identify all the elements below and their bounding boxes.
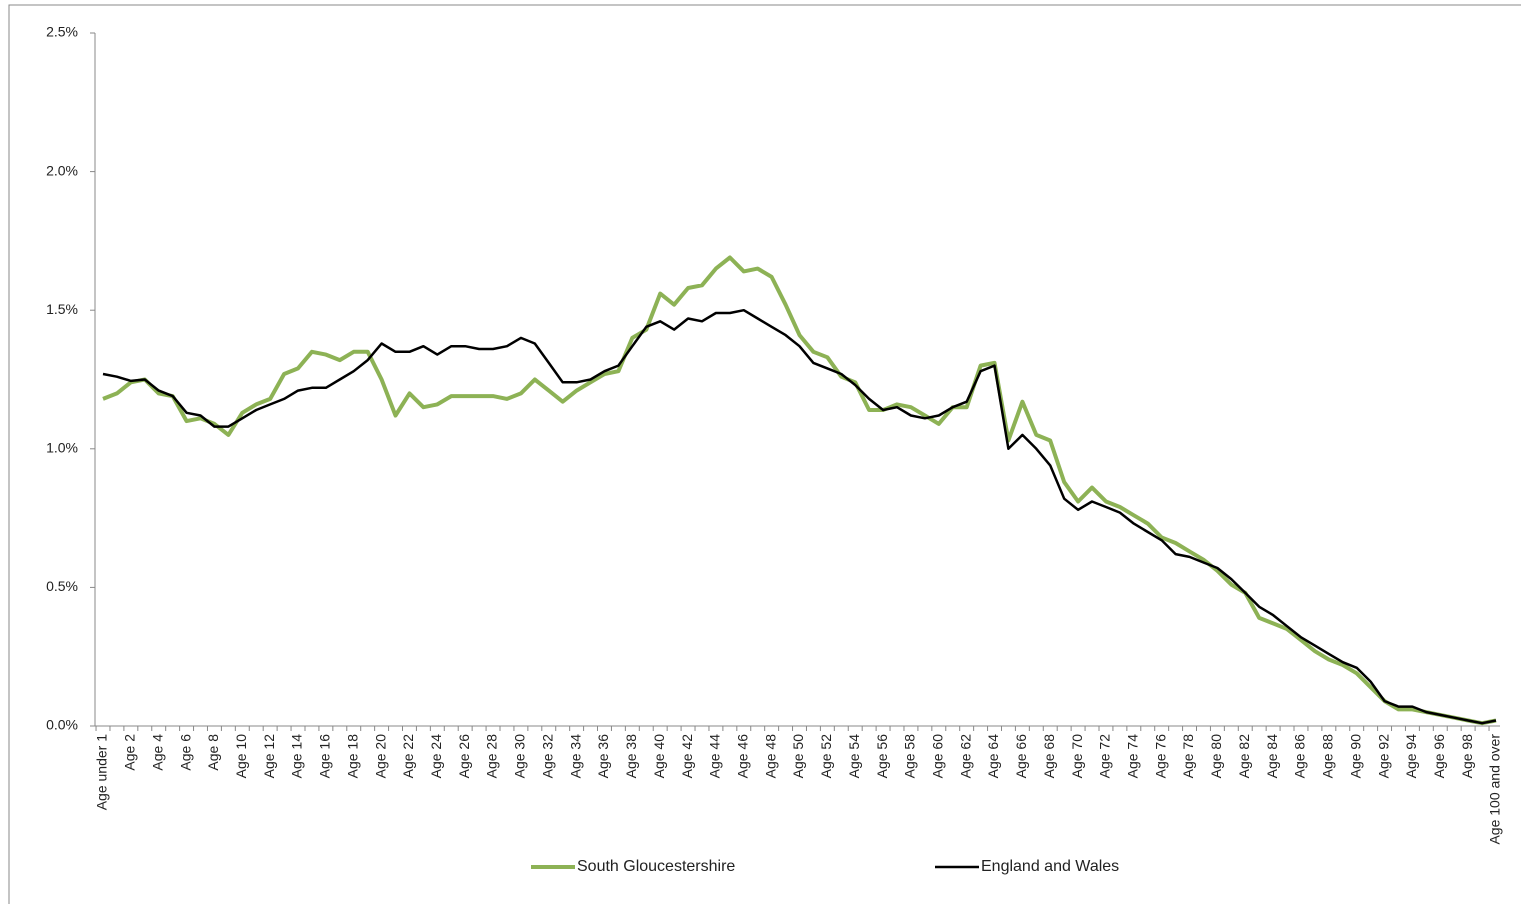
x-tick-label: Age 84: [1264, 734, 1280, 779]
x-tick-label: Age 96: [1431, 734, 1447, 779]
x-tick-label: Age 58: [902, 734, 918, 779]
x-tick-label: Age 28: [484, 734, 500, 779]
y-tick-label: 1.5%: [46, 301, 78, 317]
x-tick-label: Age 26: [456, 734, 472, 779]
x-tick-label: Age 34: [567, 734, 583, 779]
x-tick-label: Age 60: [930, 734, 946, 779]
x-tick-label: Age 86: [1292, 734, 1308, 779]
x-tick-label: Age 70: [1069, 734, 1085, 779]
y-tick-label: 2.0%: [46, 162, 78, 178]
x-tick-label: Age 30: [512, 734, 528, 779]
x-tick-label: Age 12: [261, 734, 277, 779]
x-tick-label: Age 78: [1180, 734, 1196, 779]
x-tick-label: Age 56: [874, 734, 890, 779]
x-tick-label: Age 92: [1375, 734, 1391, 779]
x-tick-label: Age 80: [1208, 734, 1224, 779]
x-tick-label: Age 14: [289, 734, 305, 779]
x-tick-label: Age 82: [1236, 734, 1252, 779]
x-tick-label: Age 54: [846, 734, 862, 779]
x-tick-label: Age 100 and over: [1487, 734, 1503, 845]
x-tick-label: Age 64: [985, 734, 1001, 779]
chart-frame: [8, 4, 1521, 904]
legend-label: South Gloucestershire: [577, 858, 735, 875]
x-tick-label: Age 16: [317, 734, 333, 779]
x-tick-label: Age 24: [428, 734, 444, 779]
x-tick-label: Age 74: [1125, 734, 1141, 779]
x-tick-label: Age 52: [818, 734, 834, 779]
x-tick-label: Age 20: [372, 734, 388, 779]
x-tick-label: Age 50: [790, 734, 806, 779]
x-tick-label: Age 98: [1459, 734, 1475, 779]
legend-label: England and Wales: [981, 858, 1119, 875]
series-line: [102, 255, 1497, 726]
x-tick-label: Age 44: [707, 734, 723, 779]
x-tick-label: Age 10: [233, 734, 249, 779]
x-tick-label: Age 4: [149, 734, 165, 771]
x-tick-label: Age 40: [651, 734, 667, 779]
x-tick-label: Age 72: [1097, 734, 1113, 779]
y-tick-label: 0.5%: [46, 578, 78, 594]
x-tick-label: Age under 1: [94, 734, 110, 810]
x-tick-label: Age 2: [122, 734, 138, 771]
x-tick-label: Age 42: [679, 734, 695, 779]
x-tick-label: Age 22: [400, 734, 416, 779]
x-tick-label: Age 36: [595, 734, 611, 779]
x-tick-label: Age 46: [734, 734, 750, 779]
x-tick-label: Age 38: [623, 734, 639, 779]
series-line: [102, 308, 1497, 725]
x-tick-label: Age 76: [1152, 734, 1168, 779]
y-tick-label: 0.0%: [46, 717, 78, 733]
x-tick-label: Age 62: [957, 734, 973, 779]
x-tick-label: Age 18: [344, 734, 360, 779]
x-tick-label: Age 90: [1347, 734, 1363, 779]
y-tick-label: 1.0%: [46, 440, 78, 456]
x-tick-label: Age 66: [1013, 734, 1029, 779]
x-tick-label: Age 48: [762, 734, 778, 779]
x-tick-label: Age 8: [205, 734, 221, 771]
x-tick-label: Age 94: [1403, 734, 1419, 779]
x-tick-label: Age 32: [539, 734, 555, 779]
y-tick-label: 2.5%: [46, 24, 78, 40]
x-tick-label: Age 68: [1041, 734, 1057, 779]
x-tick-label: Age 6: [177, 734, 193, 771]
x-tick-label: Age 88: [1320, 734, 1336, 779]
